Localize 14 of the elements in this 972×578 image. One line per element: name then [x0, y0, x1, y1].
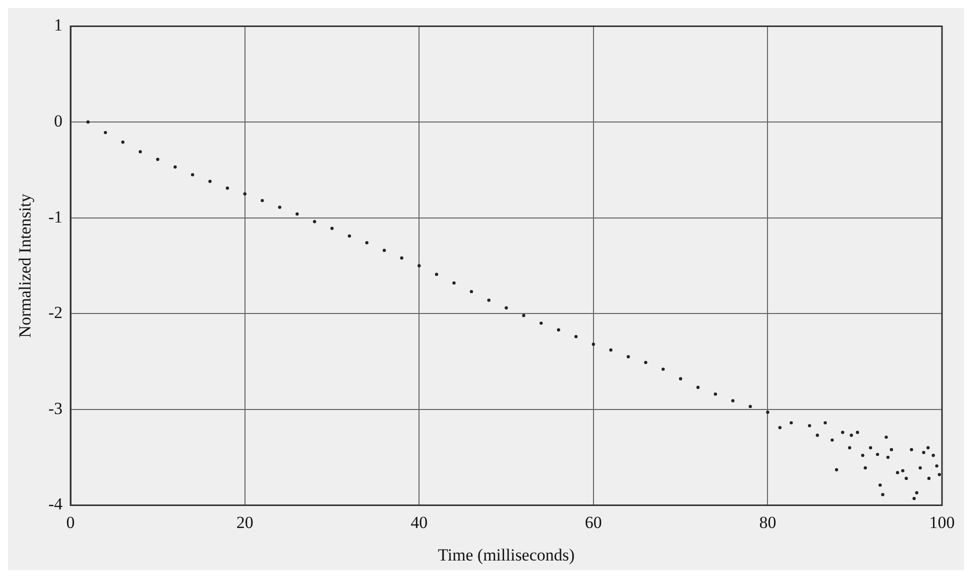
x-tick-label: 20: [236, 512, 254, 532]
x-tick-label: 80: [759, 512, 776, 532]
x-axis-title: Time (milliseconds): [438, 545, 575, 564]
y-tick-label: -3: [48, 398, 63, 418]
y-tick-label: -2: [48, 303, 63, 322]
y-tick-label: -4: [48, 494, 64, 514]
x-tick-label: 0: [66, 512, 75, 532]
y-tick-label: 1: [54, 16, 63, 35]
x-tick-label: 100: [929, 512, 955, 532]
y-tick-label: -1: [48, 207, 63, 226]
x-tick-label: 40: [410, 512, 428, 532]
y-tick-label: 0: [54, 111, 63, 130]
y-axis-title: Normalized Intensity: [16, 193, 35, 338]
x-tick-label: 60: [584, 512, 602, 532]
